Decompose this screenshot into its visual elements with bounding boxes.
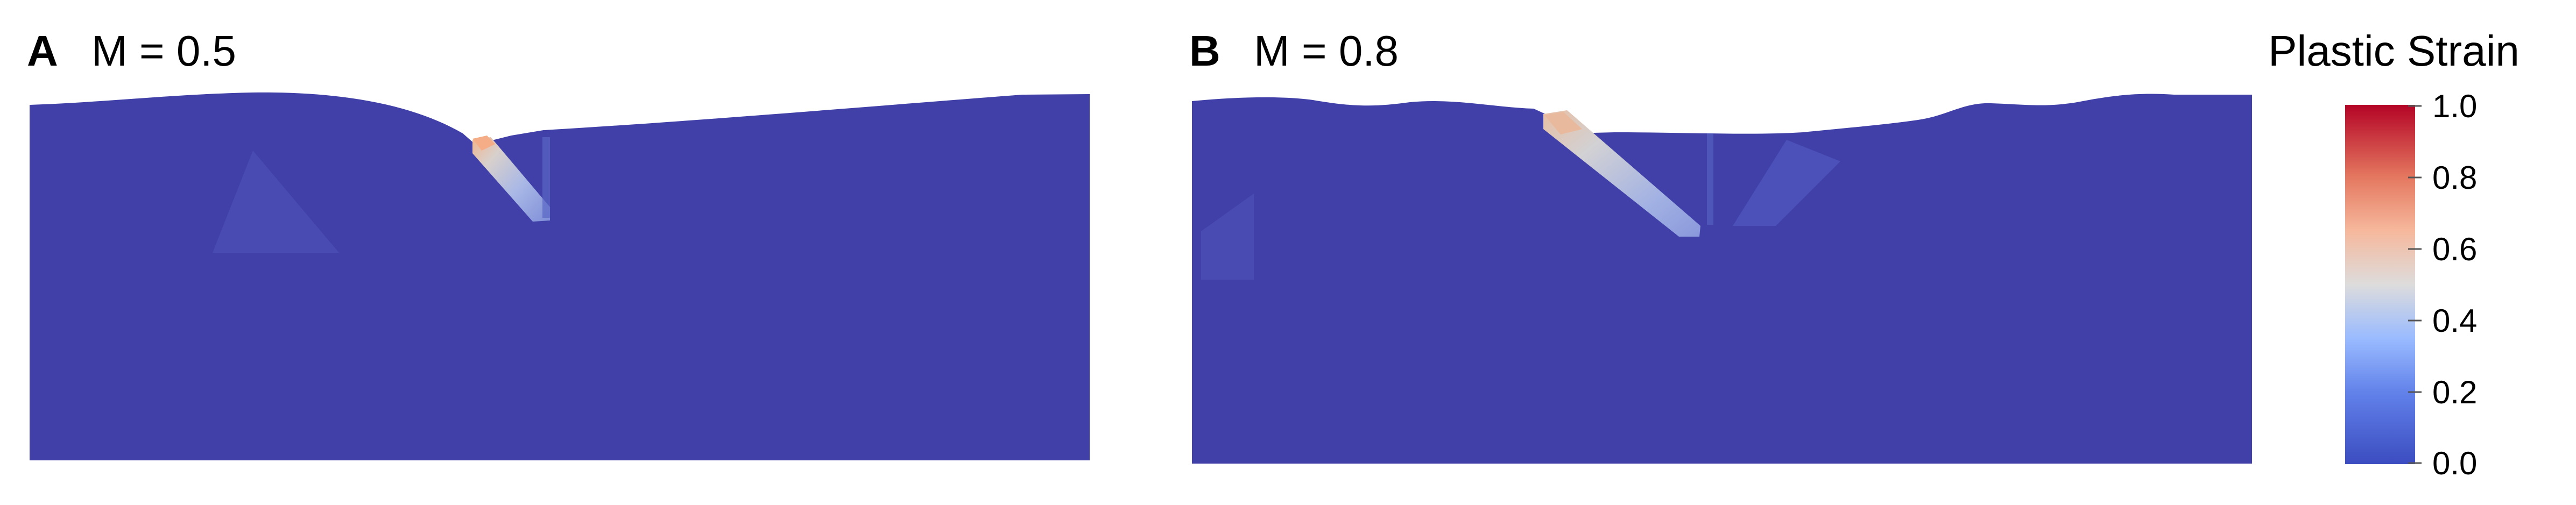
colorbar-ticks xyxy=(2408,105,2422,464)
colorbar-tick-label: 0.2 xyxy=(2432,374,2477,410)
colorbar-tick-label: 0.4 xyxy=(2432,303,2477,339)
panel-a-shear-band-tip xyxy=(472,136,495,151)
colorbar-title: Plastic Strain xyxy=(2268,27,2519,75)
panel-b-vertical-strip xyxy=(1707,133,1713,225)
panel-b-parameter: M = 0.8 xyxy=(1254,27,1399,75)
panel-a-shear-band xyxy=(472,137,550,222)
panel-a-parameter: M = 0.5 xyxy=(91,27,236,75)
colorbar-tick-label: 0.8 xyxy=(2432,160,2477,196)
panel-a-letter: A xyxy=(27,27,58,75)
panel-b: B M = 0.8 xyxy=(1189,27,2252,464)
panel-a: A M = 0.5 xyxy=(27,27,1090,460)
panel-a-deformed-domain xyxy=(30,92,1090,460)
colorbar-tick-label: 0.0 xyxy=(2432,445,2477,481)
panel-b-shear-band-tip xyxy=(1544,112,1582,134)
panel-b-weak-plastic-zone-left xyxy=(1201,194,1254,280)
colorbar: Plastic Strain 1.0 0.8 0.6 0.4 0.2 0.0 xyxy=(2268,27,2519,481)
panel-a-weak-plastic-zone xyxy=(213,151,339,253)
panel-b-letter: B xyxy=(1189,27,1220,75)
colorbar-tick-label: 1.0 xyxy=(2432,88,2477,124)
panel-b-deformed-domain xyxy=(1192,94,2252,464)
colorbar-tick-label: 0.6 xyxy=(2432,231,2477,267)
panel-b-shear-band xyxy=(1543,110,1700,237)
colorbar-gradient xyxy=(2345,105,2415,464)
panel-a-vertical-strip xyxy=(542,137,550,218)
panel-b-weak-plastic-zone-right xyxy=(1733,140,1840,226)
